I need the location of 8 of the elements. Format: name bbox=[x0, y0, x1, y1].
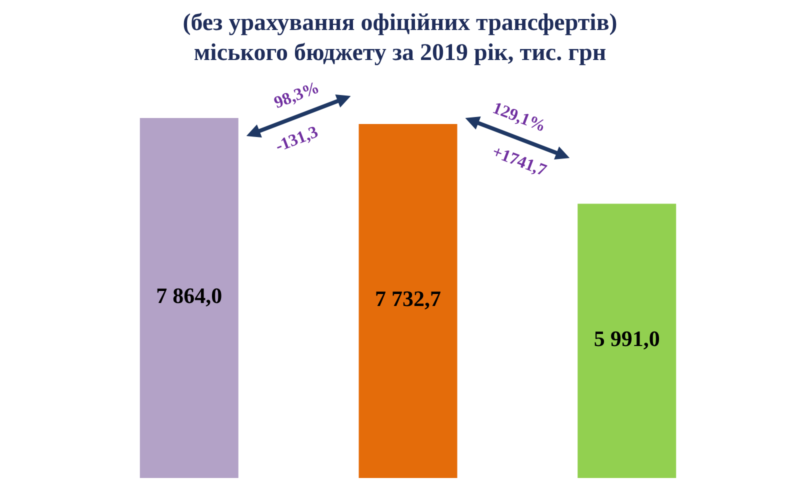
annotation: 129,1% bbox=[490, 98, 549, 136]
text: 98,3% bbox=[271, 78, 322, 112]
data-label: 7 864,0 bbox=[156, 283, 222, 308]
annotation: +1741,7 bbox=[490, 142, 550, 180]
data-label: 5 991,0 bbox=[594, 326, 660, 351]
chart-title: (без урахування офіційних трансфертів) міського бюджету за 2019 рік, тис. грн bbox=[182, 10, 618, 66]
annotation: -131,3 bbox=[272, 122, 321, 156]
data-label: 7 732,7 bbox=[375, 286, 441, 312]
